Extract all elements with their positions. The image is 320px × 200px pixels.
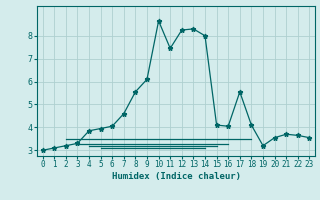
X-axis label: Humidex (Indice chaleur): Humidex (Indice chaleur)	[111, 172, 241, 181]
